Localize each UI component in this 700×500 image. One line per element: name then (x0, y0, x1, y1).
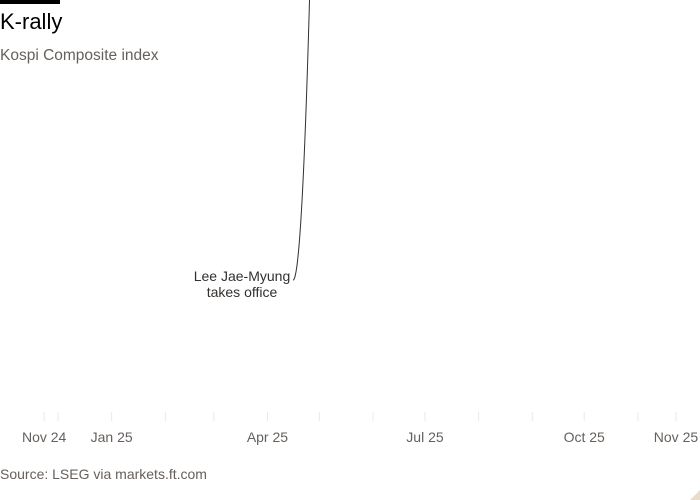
x-axis: Nov 24 Jan 25 Apr 25 Jul 25 Oct 25 Nov 25 (22, 412, 698, 445)
x-tick-label: Nov 24 (22, 429, 67, 445)
chart-title: K-rally (0, 9, 63, 34)
x-tick-label: Jan 25 (91, 429, 133, 445)
annotation-line-2: takes office (207, 284, 278, 300)
source-note: Source: LSEG via markets.ft.com (0, 466, 207, 482)
x-tick-label: Oct 25 (564, 429, 605, 445)
chart-subtitle: Kospi Composite index (0, 47, 159, 64)
x-tick-label: Apr 25 (247, 429, 288, 445)
corner-fold (690, 490, 700, 500)
x-tick-label: Nov 25 (654, 429, 699, 445)
brand-bar (0, 0, 60, 4)
annotation-line-1: Lee Jae-Myung (194, 268, 291, 284)
x-tick-label: Jul 25 (406, 429, 444, 445)
annotation-connector (292, 0, 311, 281)
